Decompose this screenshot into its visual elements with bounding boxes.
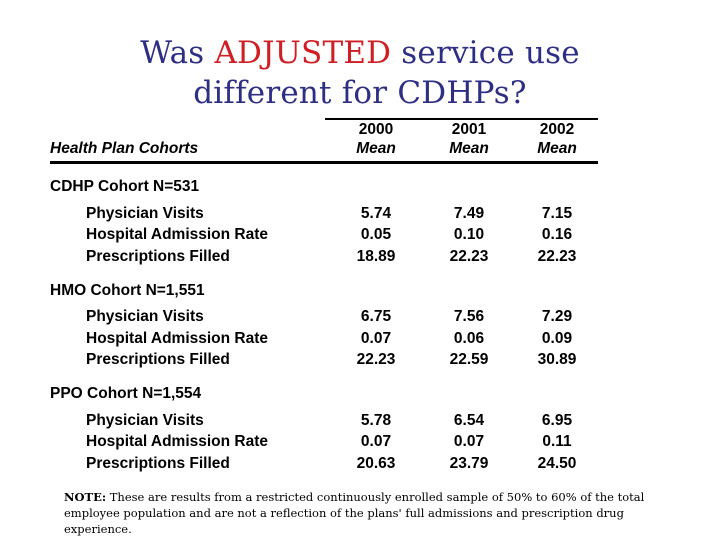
table-row: Physician Visits 5.78 6.54 6.95 — [50, 410, 598, 432]
col-header-mean-2000: Mean — [356, 140, 396, 157]
cell-value: 0.07 — [360, 433, 392, 451]
table-row: Physician Visits 6.75 7.56 7.29 — [50, 307, 598, 329]
footnote-label: NOTE: — [64, 490, 107, 504]
cell-value: 0.07 — [453, 433, 485, 451]
cell-value: 0.09 — [541, 329, 573, 347]
slide-title: Was ADJUSTED service use different for CD… — [0, 33, 720, 113]
table-mean-header-row: Health Plan Cohorts Mean Mean Mean — [50, 139, 598, 159]
cell-value: 6.75 — [360, 308, 392, 326]
cell-value: 30.89 — [537, 351, 577, 369]
title-highlight: ADJUSTED — [214, 35, 392, 71]
cell-value: 7.15 — [541, 204, 573, 222]
table-row: Physician Visits 5.74 7.49 7.15 — [50, 203, 598, 225]
table-row: Prescriptions Filled 18.89 22.23 22.23 — [50, 246, 598, 268]
cell-value: 22.23 — [449, 247, 489, 265]
table-row: Hospital Admission Rate 0.07 0.06 0.09 — [50, 328, 598, 350]
col-header-mean-2002: Mean — [537, 140, 577, 157]
cell-value: 23.79 — [449, 454, 489, 472]
cell-value: 20.63 — [356, 454, 396, 472]
cell-value: 6.95 — [541, 411, 573, 429]
row-label: Physician Visits — [86, 204, 204, 222]
row-label: Prescriptions Filled — [86, 351, 230, 369]
row-label: Prescriptions Filled — [86, 247, 230, 265]
row-label: Physician Visits — [86, 411, 204, 429]
title-line1-suffix: service use — [391, 35, 580, 71]
title-line1-prefix: Was — [140, 35, 215, 71]
section-label: HMO Cohort N=1,551 — [50, 281, 205, 299]
row-label: Hospital Admission Rate — [86, 433, 269, 451]
cell-value: 7.29 — [541, 308, 573, 326]
row-label: Prescriptions Filled — [86, 454, 230, 472]
table-row: Prescriptions Filled 22.23 22.59 30.89 — [50, 350, 598, 372]
col-header-year-2000: 2000 — [358, 120, 394, 138]
cell-value: 24.50 — [537, 454, 577, 472]
table-row: Hospital Admission Rate 0.07 0.07 0.11 — [50, 432, 598, 454]
row-label: Hospital Admission Rate — [86, 329, 269, 347]
cell-value: 0.05 — [360, 226, 392, 244]
col-header-year-2002: 2002 — [539, 120, 575, 138]
section-cdhp: CDHP Cohort N=531 Physician Visits 5.74 … — [50, 177, 598, 268]
row-header-title: Health Plan Cohorts — [50, 140, 199, 157]
row-label: Hospital Admission Rate — [86, 226, 269, 244]
section-ppo: PPO Cohort N=1,554 Physician Visits 5.78… — [50, 384, 598, 475]
table-row: Prescriptions Filled 20.63 23.79 24.50 — [50, 453, 598, 475]
cell-value: 0.07 — [360, 329, 392, 347]
cell-value: 22.59 — [449, 351, 489, 369]
cell-value: 0.10 — [453, 226, 485, 244]
table-row: Hospital Admission Rate 0.05 0.10 0.16 — [50, 225, 598, 247]
title-line2: different for CDHPs? — [193, 75, 527, 111]
cell-value: 7.56 — [453, 308, 485, 326]
cell-value: 0.16 — [541, 226, 573, 244]
section-label: CDHP Cohort N=531 — [50, 178, 200, 195]
col-header-year-2001: 2001 — [451, 120, 487, 138]
row-label: Physician Visits — [86, 308, 204, 326]
cell-value: 5.74 — [360, 204, 392, 222]
cell-value: 22.23 — [537, 247, 577, 265]
section-label: PPO Cohort N=1,554 — [50, 385, 202, 402]
cohort-means-table: 2000 2001 2002 Health Plan Cohorts Mean … — [50, 116, 598, 475]
cell-value: 7.49 — [453, 204, 485, 222]
table-top-rule — [325, 118, 598, 120]
footnote: NOTE: These are results from a restricte… — [64, 489, 676, 537]
cell-value: 18.89 — [356, 247, 396, 265]
section-hmo: HMO Cohort N=1,551 Physician Visits 6.75… — [50, 281, 598, 372]
table-year-header-row: 2000 2001 2002 — [50, 120, 598, 139]
cell-value: 5.78 — [360, 411, 392, 429]
footnote-text: These are results from a restricted cont… — [64, 490, 645, 536]
cell-value: 0.11 — [542, 433, 572, 451]
table-header-rule — [50, 161, 598, 164]
cell-value: 6.54 — [453, 411, 485, 429]
col-header-mean-2001: Mean — [449, 140, 489, 157]
cell-value: 22.23 — [356, 351, 396, 369]
cell-value: 0.06 — [453, 329, 485, 347]
